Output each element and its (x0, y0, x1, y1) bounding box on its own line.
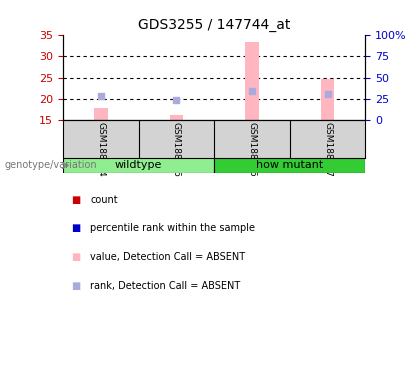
Text: ■: ■ (71, 223, 81, 233)
Point (249, 88, 255, 94)
Text: value, Detection Call = ABSENT: value, Detection Call = ABSENT (90, 252, 245, 262)
Point (97, 93, 104, 99)
Text: ■: ■ (71, 252, 81, 262)
Bar (170, 115, 183, 121)
Text: how mutant: how mutant (256, 161, 323, 170)
Text: ■: ■ (71, 281, 81, 291)
Text: count: count (90, 195, 118, 205)
Bar (94, 108, 108, 121)
Text: GSM188347: GSM188347 (323, 122, 332, 177)
Text: genotype/variation: genotype/variation (4, 161, 97, 170)
Text: GSM188345: GSM188345 (247, 122, 257, 177)
Text: ■: ■ (71, 195, 81, 205)
Text: GSM188346: GSM188346 (172, 122, 181, 177)
Bar (245, 42, 259, 121)
Title: GDS3255 / 147744_at: GDS3255 / 147744_at (138, 18, 290, 32)
Point (324, 91, 331, 97)
Text: rank, Detection Call = ABSENT: rank, Detection Call = ABSENT (90, 281, 241, 291)
Bar (63, 158, 214, 173)
Text: GSM188344: GSM188344 (96, 122, 105, 176)
Bar (214, 158, 365, 173)
Bar (321, 79, 334, 121)
Point (173, 97, 180, 103)
Text: percentile rank within the sample: percentile rank within the sample (90, 223, 255, 233)
Text: wildtype: wildtype (115, 161, 162, 170)
